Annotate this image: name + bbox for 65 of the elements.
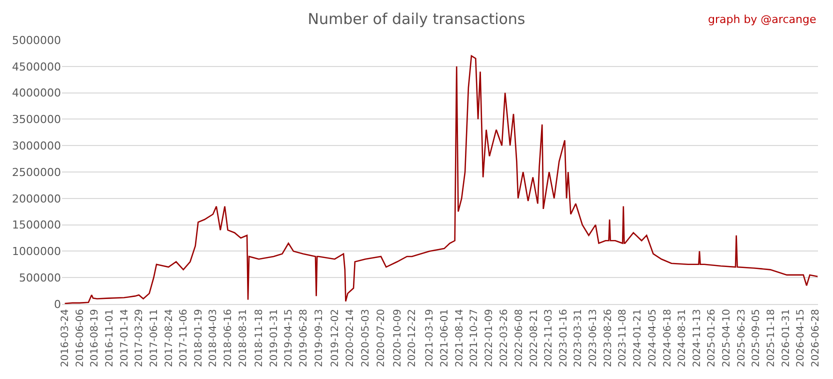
x-tick-label: 2024-06-18 <box>662 309 674 368</box>
y-tick-label: 0 <box>54 298 61 311</box>
x-tick-label: 2023-01-16 <box>558 309 570 368</box>
x-tick-label: 2022-11-03 <box>544 309 555 368</box>
y-tick-label: 4500000 <box>12 60 61 74</box>
x-tick-label: 2024-01-21 <box>632 309 644 368</box>
y-tick-label: 2000000 <box>12 192 61 206</box>
line-series <box>64 55 818 304</box>
x-tick-label: 2024-11-13 <box>692 309 703 368</box>
x-tick-label: 2023-11-08 <box>618 309 629 368</box>
x-tick-label: 2019-12-02 <box>330 309 341 368</box>
x-tick-label: 2021-06-01 <box>439 309 450 368</box>
x-tick-label: 2020-05-03 <box>360 309 372 368</box>
x-tick-label: 2023-03-31 <box>573 309 584 368</box>
x-tick-label: 2019-04-15 <box>284 309 295 368</box>
x-tick-label: 2020-07-20 <box>376 309 388 368</box>
x-tick-label: 2016-08-19 <box>90 309 101 368</box>
x-tick-label: 2025-09-05 <box>751 309 762 368</box>
x-tick-label: 2024-08-31 <box>677 309 688 368</box>
x-tick-label: 2025-06-23 <box>736 309 748 368</box>
y-tick-label: 1000000 <box>12 245 61 258</box>
x-tick-label: 2017-03-29 <box>134 309 146 368</box>
y-tick-label: 4000000 <box>12 86 61 100</box>
x-tick-label: 2022-08-21 <box>528 309 540 368</box>
x-tick-label: 2026-06-28 <box>810 309 822 368</box>
x-tick-label: 2022-06-08 <box>514 309 525 368</box>
x-tick-label: 2017-06-11 <box>148 309 160 368</box>
x-tick-label: 2020-12-22 <box>407 309 418 368</box>
x-tick-label: 2018-01-19 <box>193 309 204 368</box>
x-tick-label: 2022-03-26 <box>499 309 510 368</box>
chart-title: Number of daily transactions <box>308 10 526 28</box>
x-tick-label: 2016-03-24 <box>60 309 72 368</box>
x-tick-label: 2020-10-09 <box>392 309 404 368</box>
y-tick-label: 1500000 <box>12 218 61 232</box>
x-tick-label: 2016-11-01 <box>104 309 116 368</box>
x-tick-label: 2019-06-28 <box>298 309 310 368</box>
x-tick-label: 2018-08-31 <box>238 309 250 368</box>
x-tick-label: 2016-06-06 <box>74 309 86 368</box>
x-tick-label: 2026-04-15 <box>796 309 807 368</box>
x-tick-label: 2025-04-10 <box>722 309 733 368</box>
x-tick-label: 2025-01-26 <box>706 309 718 368</box>
x-tick-label: 2018-06-16 <box>223 309 234 368</box>
x-tick-label: 2022-01-09 <box>484 309 495 368</box>
x-tick-label: 2025-11-18 <box>766 309 777 368</box>
x-tick-label: 2021-10-27 <box>469 309 480 368</box>
x-tick-label: 2026-01-31 <box>780 309 792 368</box>
y-tick-label: 5000000 <box>12 34 61 47</box>
x-tick-label: 2021-03-19 <box>424 309 436 368</box>
x-tick-label: 2020-02-14 <box>344 309 356 368</box>
x-tick-label: 2017-11-06 <box>178 309 190 368</box>
x-tick-label: 2023-08-26 <box>602 309 614 368</box>
x-tick-label: 2017-08-24 <box>164 309 175 368</box>
x-tick-label: 2017-01-14 <box>119 309 130 368</box>
y-tick-label: 3500000 <box>12 113 61 126</box>
x-tick-label: 2021-08-14 <box>454 309 466 368</box>
x-tick-label: 2018-11-18 <box>254 309 266 368</box>
y-tick-label: 3000000 <box>12 139 61 152</box>
x-tick-label: 2023-06-13 <box>588 309 600 368</box>
text: graph by @arcange <box>708 13 816 26</box>
x-tick-label: 2018-04-03 <box>208 309 220 368</box>
y-tick-label: 500000 <box>19 271 61 284</box>
x-tick-label: 2019-09-13 <box>314 309 325 368</box>
x-tick-label: 2019-01-31 <box>268 309 280 368</box>
x-tick-label: 2024-04-05 <box>647 309 658 368</box>
y-tick-label: 2500000 <box>12 166 61 179</box>
